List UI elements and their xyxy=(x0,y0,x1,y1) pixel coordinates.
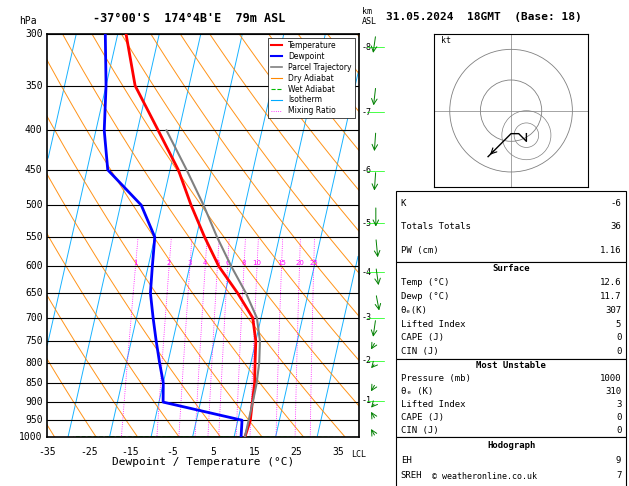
Text: -1: -1 xyxy=(362,396,372,405)
Text: 950: 950 xyxy=(25,415,43,425)
Text: 1000: 1000 xyxy=(600,374,621,383)
Text: 0: 0 xyxy=(616,333,621,343)
Text: Mixing Ratio (g/kg): Mixing Ratio (g/kg) xyxy=(440,196,450,276)
X-axis label: Dewpoint / Temperature (°C): Dewpoint / Temperature (°C) xyxy=(112,457,294,467)
Text: 310: 310 xyxy=(605,387,621,396)
Text: 4: 4 xyxy=(203,260,208,266)
Text: hPa: hPa xyxy=(19,16,36,26)
Text: 300: 300 xyxy=(25,29,43,39)
Text: © weatheronline.co.uk: © weatheronline.co.uk xyxy=(432,472,537,481)
Text: Dewp (°C): Dewp (°C) xyxy=(401,292,449,301)
Text: 0: 0 xyxy=(616,426,621,435)
Text: 800: 800 xyxy=(25,358,43,367)
Text: -35: -35 xyxy=(38,448,56,457)
Text: km
ASL: km ASL xyxy=(362,6,377,26)
Text: 5: 5 xyxy=(210,448,216,457)
Text: Surface: Surface xyxy=(493,264,530,273)
Text: Most Unstable: Most Unstable xyxy=(476,361,546,370)
Text: 3: 3 xyxy=(616,400,621,409)
Text: θₑ (K): θₑ (K) xyxy=(401,387,433,396)
Text: Lifted Index: Lifted Index xyxy=(401,320,465,329)
Text: -15: -15 xyxy=(121,448,139,457)
Text: 0: 0 xyxy=(616,413,621,422)
Text: 3: 3 xyxy=(187,260,192,266)
Text: 25: 25 xyxy=(291,448,302,457)
Text: 700: 700 xyxy=(25,313,43,323)
Text: -2: -2 xyxy=(362,356,372,365)
Text: 0: 0 xyxy=(616,347,621,356)
Text: Totals Totals: Totals Totals xyxy=(401,222,470,231)
Text: -25: -25 xyxy=(80,448,97,457)
Text: 500: 500 xyxy=(25,200,43,210)
Text: 12.6: 12.6 xyxy=(600,278,621,287)
Text: -8: -8 xyxy=(362,43,372,52)
Text: 900: 900 xyxy=(25,397,43,407)
Text: 6: 6 xyxy=(225,260,230,266)
Bar xyxy=(396,191,626,262)
Text: 15: 15 xyxy=(277,260,286,266)
Text: 350: 350 xyxy=(25,81,43,91)
Text: 450: 450 xyxy=(25,165,43,175)
Text: -3: -3 xyxy=(362,313,372,322)
Text: CAPE (J): CAPE (J) xyxy=(401,413,444,422)
Text: 2: 2 xyxy=(167,260,171,266)
Text: 1000: 1000 xyxy=(19,433,43,442)
Text: 1: 1 xyxy=(133,260,138,266)
Text: -6: -6 xyxy=(362,166,372,175)
Text: -37°00'S  174°4B'E  79m ASL: -37°00'S 174°4B'E 79m ASL xyxy=(92,12,285,25)
Text: CAPE (J): CAPE (J) xyxy=(401,333,444,343)
Text: θₑ(K): θₑ(K) xyxy=(401,306,428,315)
Text: 8: 8 xyxy=(242,260,246,266)
Text: 36: 36 xyxy=(611,222,621,231)
Text: 400: 400 xyxy=(25,125,43,136)
Bar xyxy=(396,359,626,437)
Text: 750: 750 xyxy=(25,336,43,346)
Text: CIN (J): CIN (J) xyxy=(401,426,438,435)
Text: 20: 20 xyxy=(295,260,304,266)
Text: 35: 35 xyxy=(332,448,343,457)
Text: 5: 5 xyxy=(616,320,621,329)
Text: 5: 5 xyxy=(215,260,220,266)
Text: Temp (°C): Temp (°C) xyxy=(401,278,449,287)
Text: 550: 550 xyxy=(25,232,43,242)
Bar xyxy=(396,437,626,486)
Bar xyxy=(396,262,626,359)
Text: 850: 850 xyxy=(25,378,43,388)
Text: Pressure (mb): Pressure (mb) xyxy=(401,374,470,383)
Text: 31.05.2024  18GMT  (Base: 18): 31.05.2024 18GMT (Base: 18) xyxy=(386,12,582,22)
Text: K: K xyxy=(401,199,406,208)
Text: SREH: SREH xyxy=(401,471,422,480)
Legend: Temperature, Dewpoint, Parcel Trajectory, Dry Adiabat, Wet Adiabat, Isotherm, Mi: Temperature, Dewpoint, Parcel Trajectory… xyxy=(267,38,355,119)
Text: -5: -5 xyxy=(362,219,372,228)
Text: LCL: LCL xyxy=(351,450,366,458)
Text: 25: 25 xyxy=(309,260,318,266)
Text: Hodograph: Hodograph xyxy=(487,441,535,450)
Text: 307: 307 xyxy=(605,306,621,315)
Text: -7: -7 xyxy=(362,108,372,117)
Text: 600: 600 xyxy=(25,261,43,271)
Text: 650: 650 xyxy=(25,288,43,298)
Text: 1.16: 1.16 xyxy=(600,245,621,255)
Text: 7: 7 xyxy=(616,471,621,480)
Text: 9: 9 xyxy=(616,456,621,465)
Text: -5: -5 xyxy=(166,448,177,457)
Text: CIN (J): CIN (J) xyxy=(401,347,438,356)
Text: EH: EH xyxy=(401,456,411,465)
Text: Lifted Index: Lifted Index xyxy=(401,400,465,409)
Text: -6: -6 xyxy=(611,199,621,208)
Text: 10: 10 xyxy=(253,260,262,266)
Text: PW (cm): PW (cm) xyxy=(401,245,438,255)
Text: 11.7: 11.7 xyxy=(600,292,621,301)
Text: -4: -4 xyxy=(362,268,372,277)
Text: 15: 15 xyxy=(249,448,260,457)
